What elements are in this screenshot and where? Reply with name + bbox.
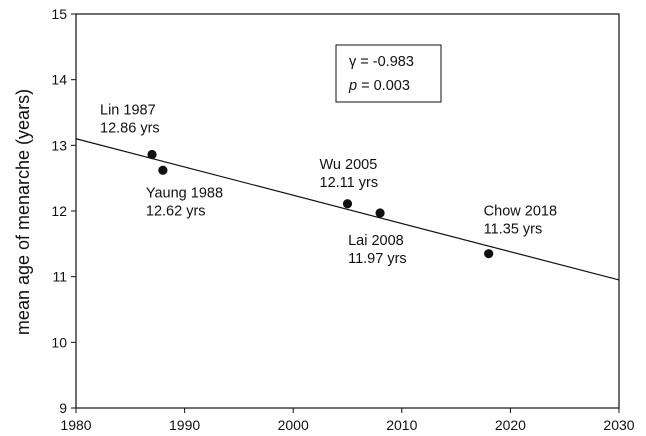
regression-line (75, 138, 620, 281)
x-tick-label: 2030 (603, 417, 634, 433)
data-point (158, 165, 168, 175)
point-label-name: Yaung 1988 (146, 185, 223, 201)
p-symbol: p (348, 78, 357, 94)
x-tick-label: 2000 (278, 417, 309, 433)
y-tick-label: 14 (51, 72, 67, 88)
x-tick-label: 2010 (386, 417, 417, 433)
data-point (147, 149, 157, 160)
point-label-value: 12.11 yrs (320, 175, 379, 191)
point-label-name: Wu 2005 (320, 157, 378, 173)
data-point (484, 249, 494, 259)
point-labels: Lin 1987 12.86 yrs Yaung 1988 12.62 yrs Wu 2… (100, 103, 557, 267)
y-tick-label: 10 (51, 334, 67, 350)
point-label-name: Lai 2008 (348, 233, 404, 249)
x-tick-label: 1980 (60, 417, 91, 433)
point-label-name: Lin 1987 (100, 103, 156, 119)
y-axis-title: mean age of menarche (years) (13, 89, 33, 335)
data-points (147, 149, 494, 259)
x-axis: 1980 1990 2000 2010 2020 2030 (60, 408, 635, 433)
y-tick-label: 15 (51, 6, 67, 22)
stats-annotation-box: γ = -0.983 p = 0.003 (335, 44, 442, 103)
data-point (342, 199, 353, 209)
point-label-value: 11.35 yrs (484, 222, 543, 238)
gamma-value: = -0.983 (356, 54, 414, 70)
y-tick-label: 13 (51, 137, 67, 153)
point-label-value: 12.86 yrs (100, 121, 160, 137)
data-point (375, 208, 385, 218)
y-axis: 9 10 11 12 13 14 15 (51, 6, 76, 416)
point-label-value: 11.97 yrs (348, 251, 407, 267)
point-label-name: Chow 2018 (484, 204, 557, 220)
gamma-stat: γ = -0.983 (349, 54, 414, 70)
y-tick-label: 12 (51, 203, 67, 219)
stats-box-border (335, 44, 442, 103)
p-value: = 0.003 (357, 78, 410, 94)
y-tick-label: 9 (59, 400, 67, 416)
x-tick-label: 1990 (169, 417, 200, 433)
point-label-value: 12.62 yrs (146, 203, 206, 219)
p-stat: p = 0.003 (348, 78, 410, 94)
trendline (75, 138, 620, 281)
gamma-symbol: γ (349, 54, 357, 70)
x-tick-label: 2020 (495, 417, 526, 433)
y-tick-label: 11 (52, 269, 67, 285)
